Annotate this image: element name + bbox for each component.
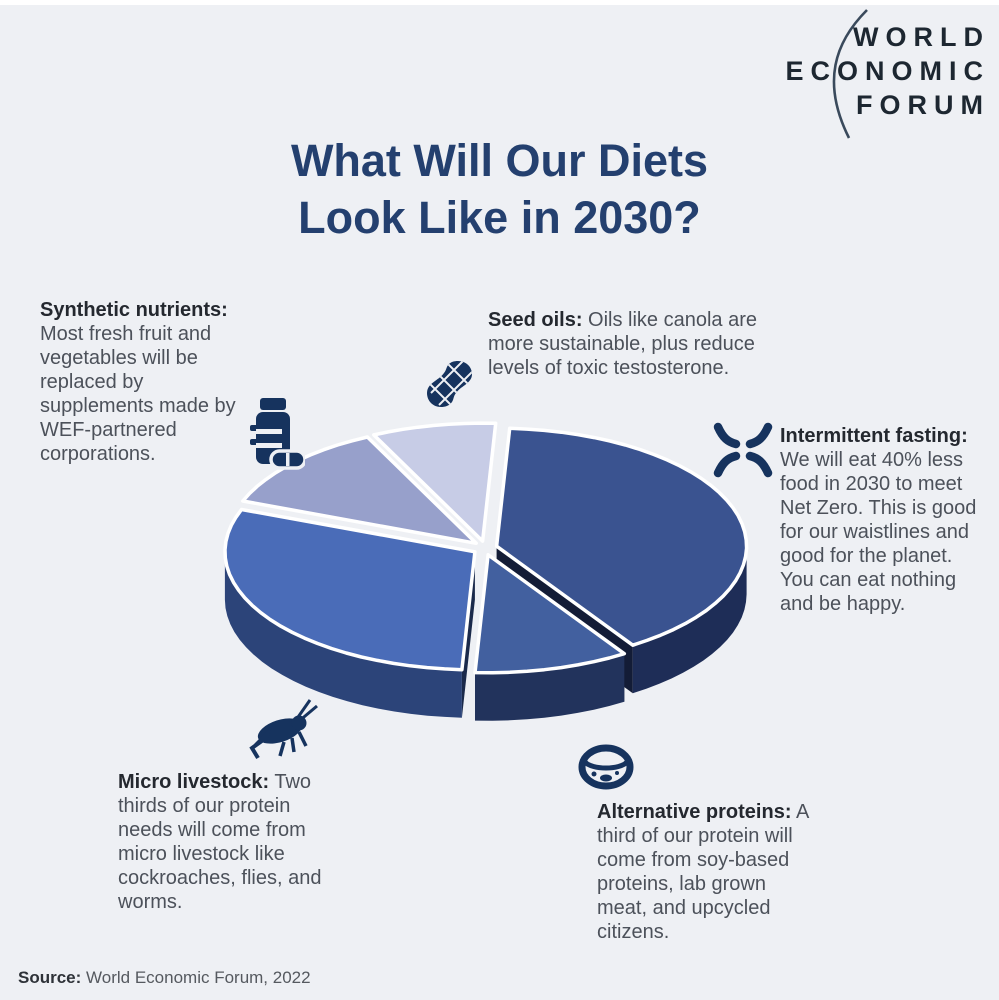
note-micro-label: Micro livestock:: [118, 771, 270, 793]
note-seed-oils-label: Seed oils:: [488, 309, 583, 331]
pie-chart-svg: [223, 421, 749, 721]
note-fasting-text: We will eat 40% less food in 2030 to mee…: [780, 449, 977, 615]
source-line: Source: World Economic Forum, 2022: [18, 968, 311, 988]
peanut-icon: [421, 355, 477, 411]
pill-bottle-icon: [247, 398, 305, 472]
page-title: What Will Our Diets Look Like in 2030?: [0, 132, 999, 246]
page-top-border: [0, 0, 999, 5]
note-alt-text: A third of our protein will come from so…: [597, 801, 809, 943]
note-micro-text: Two thirds of our protein needs will com…: [118, 771, 322, 913]
pie-slice-micro-livestock: [223, 507, 477, 672]
note-synthetic-nutrients: Synthetic nutrients: Most fresh fruit an…: [40, 298, 242, 466]
note-intermittent-fasting: Intermittent fasting: We will eat 40% le…: [780, 424, 988, 616]
note-seed-oils-text: Oils like canola are more sustainable, p…: [488, 309, 758, 379]
note-fasting-label: Intermittent fasting:: [780, 425, 968, 447]
pie-chart: [200, 398, 790, 770]
pie-top-faces: [223, 421, 749, 675]
wef-logo: WORLD ECONOMIC FORUM: [786, 20, 984, 122]
petri-dish-icon: [576, 740, 636, 794]
page-title-line1: What Will Our Diets: [290, 135, 709, 186]
pie-slice-seed-oils: [372, 421, 498, 543]
note-synthetic-text: Most fresh fruit and vegetables will be …: [40, 323, 236, 465]
wef-logo-line2: ECONOMIC: [785, 56, 990, 86]
source-label: Source:: [18, 968, 82, 987]
wef-logo-line1: WORLD: [853, 22, 990, 52]
note-seed-oils: Seed oils: Oils like canola are more sus…: [488, 308, 794, 380]
pie-slice-intermittent-fasting: [494, 426, 749, 647]
page-title-line2: Look Like in 2030?: [298, 192, 701, 243]
source-text: World Economic Forum, 2022: [81, 968, 311, 987]
note-micro-livestock: Micro livestock: Two thirds of our prote…: [118, 770, 334, 914]
note-synthetic-label: Synthetic nutrients:: [40, 299, 228, 321]
note-alternative-proteins: Alternative proteins: A third of our pro…: [597, 800, 809, 944]
pie-slice-alternative-proteins: [473, 553, 627, 675]
wef-logo-line3: FORUM: [856, 90, 990, 120]
cricket-icon: [244, 698, 320, 770]
note-alt-label: Alternative proteins:: [597, 801, 792, 823]
fasting-cross-icon: [710, 419, 776, 481]
